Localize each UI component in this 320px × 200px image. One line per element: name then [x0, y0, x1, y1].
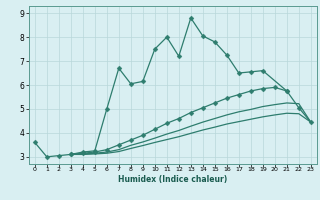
- X-axis label: Humidex (Indice chaleur): Humidex (Indice chaleur): [118, 175, 228, 184]
